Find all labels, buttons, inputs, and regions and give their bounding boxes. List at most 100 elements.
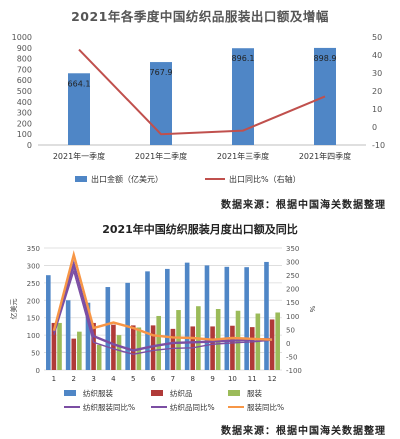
x-tick-label: 10 [228,375,237,383]
y-tick-label: 1000 [12,33,32,42]
legend-label: 服装同比% [247,402,284,412]
bar-garments [275,312,280,370]
y-tick-label: 150 [27,315,40,323]
x-tick-label: 2021年四季度 [299,151,351,161]
y-tick-label: 100 [27,332,40,340]
y-tick-label: 600 [17,76,32,85]
bar-garments [96,344,102,370]
y-tick-label: 100 [17,130,32,139]
chart2-source-note: 数据来源：根据中国海关数据整理 [221,426,386,437]
y2-tick-label: 40 [372,51,382,60]
x-tick-label: 2021年二季度 [135,151,187,161]
y2-tick-label: 100 [286,313,299,321]
bar-textile-apparel [264,261,269,370]
bar-textile-apparel [224,266,230,370]
y-tick-label: 250 [27,280,40,288]
bar-textile-apparel [165,268,170,370]
bar-textile-apparel [204,265,210,370]
x-tick-label: 2021年三季度 [217,151,269,161]
legend-label: 纺织品同比% [170,402,215,412]
bar-export-amount [150,62,172,145]
line-garments-yoy [52,250,273,341]
legend-swatch-bar [75,176,87,182]
line-textile-apparel-yoy [52,259,273,352]
x-tick-label: 8 [191,375,195,383]
y2-tick-label: 20 [372,87,382,96]
y2-tick-label: 0 [286,340,290,348]
y-tick-label: 500 [17,87,32,96]
line-textiles-yoy [53,268,273,355]
legend-label-line: 出口同比%（右轴） [229,174,301,184]
y-tick-label: 400 [17,98,32,107]
y-tick-label: 200 [27,297,40,305]
y2-tick-label: 350 [286,245,299,253]
y-tick-label: 350 [27,245,40,253]
bar-textile-apparel [244,267,249,370]
bar-textile-apparel [65,300,71,370]
bar-textile-apparel [85,302,91,370]
x-tick-label: 3 [91,375,95,383]
y2-axis-label: % [308,306,316,313]
bar-textiles [170,328,176,370]
legend-label-bar: 出口金额（亿美元） [91,174,163,184]
y-tick-label: 800 [17,55,32,64]
y-axis-label: 亿美元 [9,299,18,320]
bar-textiles [249,327,255,370]
bar-garments [57,322,62,370]
bar-textile-apparel [46,275,51,370]
bar-textile-apparel [184,262,190,370]
bar-garments [176,310,181,370]
x-tick-label: 11 [248,375,257,383]
chart2-title: 2021年中国纺织服装月度出口额及同比 [102,223,298,236]
chart1-title: 2021年各季度中国纺织品服装出口额及增幅 [71,9,329,24]
bar-textiles [210,326,215,370]
bar-data-label: 898.9 [314,54,337,63]
x-tick-label: 2021年一季度 [53,151,105,161]
y2-tick-label: 50 [372,33,382,42]
y2-tick-label: -10 [372,141,385,150]
y-tick-label: 50 [31,350,40,358]
y2-tick-label: 50 [286,326,295,334]
legend-label: 纺织服装同比% [83,402,135,412]
bar-garments [77,331,82,370]
y-tick-label: 200 [17,119,32,128]
bar-textiles [150,325,156,370]
y2-tick-label: 300 [286,259,299,267]
y-tick-label: 0 [27,141,32,150]
x-tick-label: 6 [151,375,156,383]
x-tick-label: 12 [268,375,277,383]
y-tick-label: 300 [17,109,32,118]
bar-textile-apparel [105,287,111,370]
bar-textiles [91,322,96,370]
line-yoy-growth [78,48,326,136]
bar-textiles [111,324,116,370]
chart1-source-note: 数据来源：根据中国海关数据整理 [221,200,386,211]
bar-textiles [230,325,235,370]
y-tick-label: 300 [27,262,40,270]
y2-tick-label: -100 [286,367,302,375]
y2-tick-label: -50 [286,353,297,361]
legend-label: 纺织服装 [83,388,113,398]
x-tick-label: 2 [72,375,76,383]
y2-tick-label: 200 [286,286,299,294]
bar-data-label: 896.1 [232,54,255,63]
legend-swatch [228,390,240,396]
x-tick-label: 4 [111,375,116,383]
legend-swatch [151,390,163,396]
legend-swatch [64,390,76,396]
legend-label: 服装 [247,388,262,398]
bar-data-label: 767.9 [150,68,173,77]
bar-textiles [269,319,275,370]
legend-label: 纺织品 [170,388,193,398]
y-tick-label: 700 [17,65,32,74]
bar-textiles [71,338,77,370]
y2-tick-label: 250 [286,272,299,280]
bar-data-label: 664.1 [68,79,91,88]
bar-textiles [130,325,136,370]
y2-tick-label: 150 [286,299,299,307]
y2-tick-label: 10 [372,105,382,114]
bar-textiles [51,322,57,370]
bar-export-amount [232,48,254,145]
chart1-plot: 01002003004005006007008009001000-1001020… [12,33,385,184]
